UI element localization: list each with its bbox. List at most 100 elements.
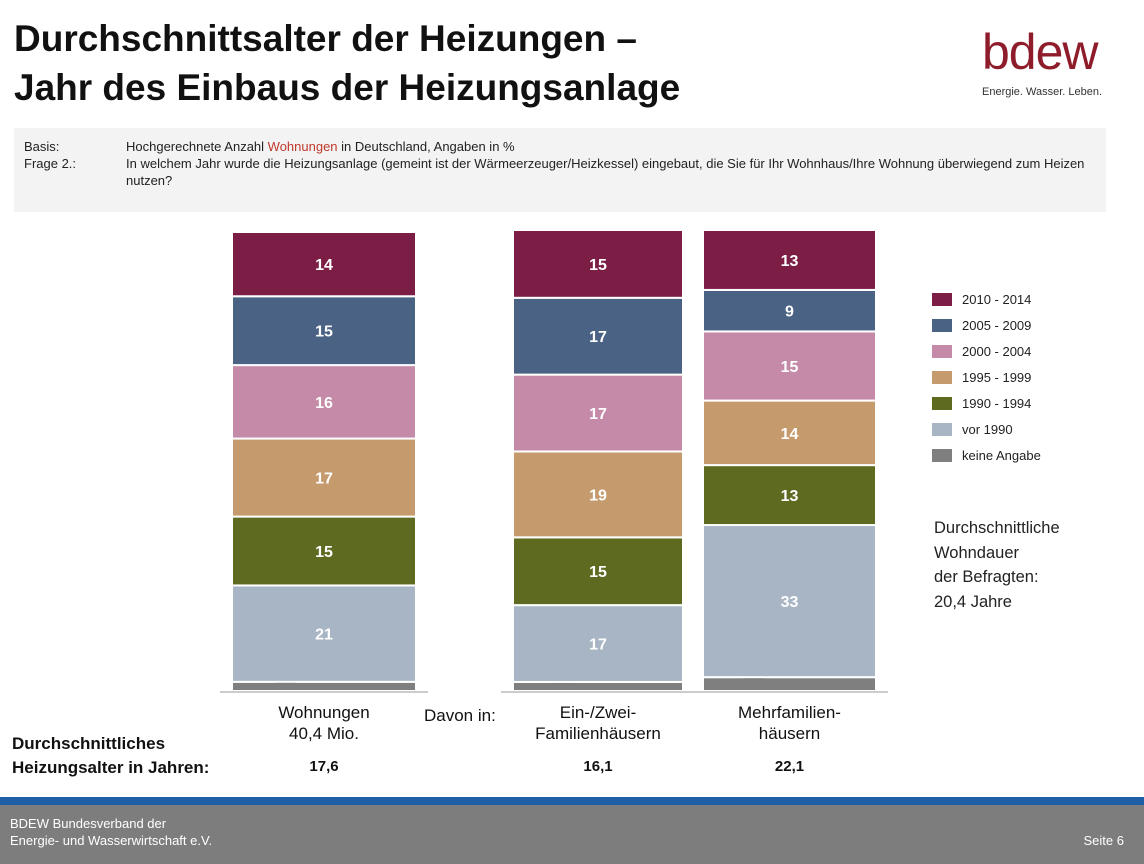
basis-text: Hochgerechnete Anzahl Wohnungen in Deuts…	[126, 138, 1086, 155]
wohndauer-line-3: der Befragten:	[934, 568, 1039, 586]
average-age-row-label: Durchschnittliches Heizungsalter in Jahr…	[12, 732, 209, 780]
legend-item: 2005 - 2009	[932, 312, 1041, 338]
category-label-wohnungen: Wohnungen 40,4 Mio.	[232, 702, 416, 744]
data-label: 19	[589, 487, 607, 504]
question-text: In welchem Jahr wurde die Heizungsanlage…	[126, 156, 1085, 188]
basis-box: Basis: Hochgerechnete Anzahl Wohnungen i…	[14, 128, 1106, 212]
category-label-line: Wohnungen	[278, 703, 370, 722]
davon-label: Davon in:	[424, 706, 496, 725]
question-label: Frage 2.:	[24, 156, 77, 171]
bar-segment	[231, 584, 417, 683]
legend-swatch	[932, 396, 952, 410]
legend-swatch	[932, 370, 952, 384]
legend-item: 1990 - 1994	[932, 390, 1041, 416]
data-label: 21	[315, 627, 333, 644]
bar-segment	[512, 680, 684, 692]
legend-label: keine Angabe	[962, 447, 1041, 463]
bar-segment	[231, 295, 417, 367]
footer-divider	[0, 797, 1144, 805]
legend-item: 2010 - 2014	[932, 286, 1041, 312]
bar-segment	[702, 330, 877, 402]
category-label-line: Ein-/Zwei-	[559, 703, 637, 722]
data-label: 17	[589, 329, 607, 346]
legend-label: 2000 - 2004	[962, 343, 1032, 359]
basis-text-post: in Deutschland, Angaben in %	[337, 139, 515, 154]
data-label: 15	[589, 257, 607, 274]
bar-segment	[512, 229, 684, 299]
wohndauer-line-1: Durchschnittliche	[934, 519, 1060, 537]
bar-segment	[702, 524, 877, 679]
wohndauer-line-2: Wohndauer	[934, 543, 1020, 562]
data-label: 14	[781, 426, 799, 443]
wohndauer-note: Durchschnittliche Wohndauer der Befragte…	[934, 516, 1060, 614]
data-label: 14	[315, 257, 333, 274]
bar-segment	[512, 373, 684, 453]
data-label: 33	[781, 594, 799, 611]
bar-segment	[231, 364, 417, 440]
legend-item: 2000 - 2004	[932, 338, 1041, 364]
data-label: 13	[781, 488, 799, 505]
category-label-line: 40,4 Mio.	[289, 724, 359, 743]
bar-segment	[702, 229, 877, 291]
basis-text-accent: Wohnungen	[267, 139, 338, 154]
legend-label: 2005 - 2009	[962, 317, 1032, 333]
data-label: 15	[781, 359, 799, 376]
bar-segment	[231, 231, 417, 298]
basis-label: Basis:	[24, 139, 60, 154]
category-label-ein-zwei-familienhaeuser: Ein-/Zwei- Familienhäusern	[513, 702, 683, 744]
average-age-wohnungen: 17,6	[309, 758, 339, 775]
footer-org-line-1: BDEW Bundesverband der	[10, 816, 167, 831]
average-age-label-line-1: Durchschnittliches	[12, 734, 166, 753]
basis-text-pre: Hochgerechnete Anzahl	[126, 139, 268, 154]
average-age-label-line-2: Heizungsalter in Jahren:	[12, 758, 210, 777]
legend-swatch	[932, 344, 952, 358]
category-label-line: häusern	[758, 724, 821, 743]
bar-segment	[702, 399, 877, 467]
legend-item: 1995 - 1999	[932, 364, 1041, 390]
data-label: 9	[785, 304, 794, 321]
wohndauer-value: 20,4 Jahre	[934, 592, 1012, 611]
title-line-2: Jahr des Einbaus der Heizungsanlage	[14, 67, 681, 108]
legend-label: 2010 - 2014	[962, 291, 1032, 307]
footer-org-line-2: Energie- und Wasserwirtschaft e.V.	[10, 833, 213, 848]
bar-segment	[702, 464, 877, 527]
data-label: 15	[315, 544, 333, 561]
legend-swatch	[932, 422, 952, 436]
bar-segment	[231, 680, 417, 693]
legend-swatch	[932, 318, 952, 332]
data-label: 13	[781, 253, 799, 270]
legend-label: vor 1990	[962, 421, 1013, 437]
title-line-1: Durchschnittsalter der Heizungen –	[14, 18, 637, 59]
logo-wordmark: bdew	[982, 24, 1099, 80]
data-label: 16	[315, 395, 333, 412]
legend-swatch	[932, 292, 952, 306]
footer: BDEW Bundesverband der Energie- und Wass…	[0, 805, 1144, 864]
data-label: 17	[315, 471, 333, 488]
category-label-line: Mehrfamilien-	[738, 703, 841, 722]
legend-item: keine Angabe	[932, 442, 1041, 468]
legend-label: 1995 - 1999	[962, 369, 1032, 385]
page-number: Seite 6	[1083, 833, 1124, 848]
footer-organization: BDEW Bundesverband der Energie- und Wass…	[10, 815, 212, 849]
page-title: Durchschnittsalter der Heizungen – Jahr …	[14, 14, 680, 112]
logo-tagline: Energie. Wasser. Leben.	[982, 86, 1103, 98]
bar-segment	[512, 450, 684, 539]
data-label: 17	[589, 637, 607, 654]
bar-segment	[702, 288, 877, 333]
category-label-mehrfamilienhaeuser: Mehrfamilien-häusern	[703, 702, 876, 744]
legend-item: vor 1990	[932, 416, 1041, 442]
bdew-logo: bdew Energie. Wasser. Leben.	[982, 24, 1122, 104]
bar-segment	[512, 536, 684, 607]
data-label: 15	[315, 324, 333, 341]
average-age-ein-zwei-familienhaeuser: 16,1	[583, 758, 613, 775]
legend-label: 1990 - 1994	[962, 395, 1032, 411]
category-label-line: Familienhäusern	[535, 724, 661, 743]
bar-segment	[512, 604, 684, 683]
bar-segment	[512, 296, 684, 376]
data-label: 17	[589, 406, 607, 423]
legend-swatch	[932, 448, 952, 462]
bar-segment	[702, 676, 877, 692]
chart-legend: 2010 - 2014 2005 - 2009 2000 - 2004 1995 - …	[932, 286, 1041, 468]
data-label: 15	[589, 564, 607, 581]
